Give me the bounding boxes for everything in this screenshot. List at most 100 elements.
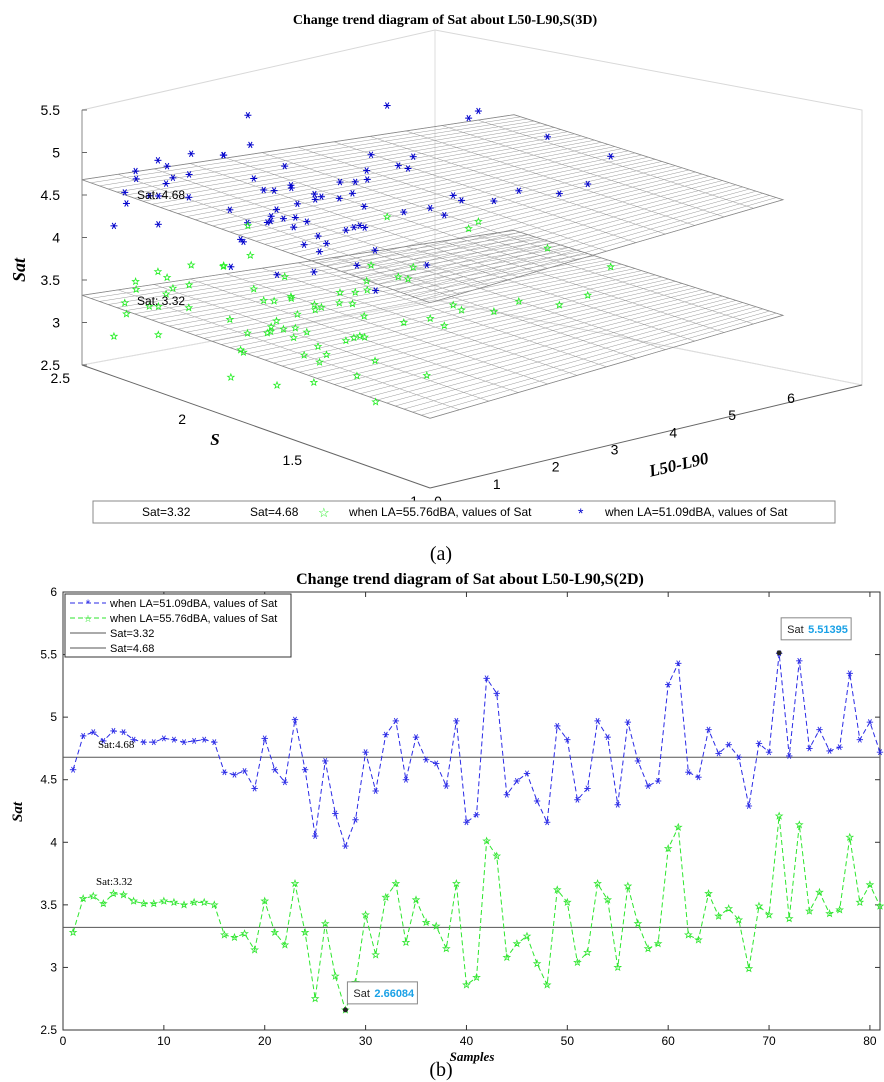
x-tick-label: 20 [258,1034,272,1048]
data-point-green [78,894,88,903]
data-point-blue [231,771,238,778]
data-point-blue [291,716,299,723]
scatter-point-green [131,277,140,286]
data-point-green [250,945,260,954]
scatter-point-blue [584,180,592,188]
data-point-blue [533,797,541,804]
y-tick-label: 6 [50,585,57,599]
data-point-green [663,843,673,853]
scatter-point-blue [426,204,434,212]
data-point-green [855,897,865,907]
scatter-point-green [120,298,130,307]
scatter-point-blue [154,221,162,228]
floor-right-edge [434,299,863,386]
data-point-blue [695,774,702,781]
datatip-marker[interactable] [342,1007,348,1013]
scatter-point-green [371,397,380,406]
scatter-point-blue [270,187,278,194]
scatter-point-green [317,302,326,311]
data-point-green [542,980,552,989]
data-point-blue [705,726,712,733]
data-point-green [220,930,229,939]
scatter-point-blue [145,192,153,200]
l50l90-tick-label: 6 [787,390,795,406]
panel-b-title: Change trend diagram of Sat about L50-L9… [296,571,644,588]
scatter-point-green [352,371,362,380]
data-point-green [633,919,643,928]
scatter-point-green [310,305,320,314]
scatter-point-green [359,311,369,320]
scatter-point-blue [227,263,235,271]
data-point-green [189,897,199,907]
data-point-green [492,851,502,860]
data-point-green [784,914,794,923]
scatter-point-blue [154,157,162,164]
data-point-green [411,895,421,904]
scatter-point-green [225,314,235,324]
scatter-point-blue [409,153,417,160]
scatter-point-blue [555,190,563,197]
data-point-green [845,832,855,841]
scatter-point-blue [342,226,350,234]
scatter-point-green [266,326,276,336]
l50l90-tick-label: 5 [728,407,736,423]
data-point-blue [432,760,440,767]
l50l90-axis-line [429,384,863,489]
data-point-blue [352,816,359,823]
datatip-marker[interactable] [776,650,782,656]
scatter-point-blue [293,200,301,208]
data-point-blue [422,756,430,763]
scatter-point-green [272,316,281,325]
data-point-green [381,892,391,902]
data-point-blue [402,776,410,783]
legend-item-blue: when LA=51.09dBA, values of Sat [604,505,788,519]
data-point-green [835,905,845,914]
scatter-point-blue [323,240,331,247]
scatter-point-green [348,299,357,308]
data-point-blue [362,749,369,756]
scatter-point-green [154,301,163,311]
z-tick-label: 4.5 [41,187,61,203]
legend-item-sat-3-32: Sat=3.32 [142,505,191,519]
data-point-green [431,921,441,930]
data-point-green [704,889,713,898]
annotation-sat-4-68: Sat: 4.68 [137,188,185,202]
data-point-blue [876,749,884,756]
x-tick-label: 80 [863,1034,877,1048]
x-tick-label: 0 [60,1034,67,1048]
scatter-point-green [474,216,483,226]
scatter-point-green [131,284,141,294]
scatter-point-blue [423,261,431,269]
data-point-green [714,911,723,920]
data-point-blue [201,736,208,743]
scatter-point-green [514,296,524,305]
data-point-blue [90,729,97,736]
panel-b-legend: * when LA=51.09dBA, values of Sat ☆ when… [64,593,292,658]
panel-b-label: (b) [429,1059,452,1081]
scatter-point-green [322,350,331,359]
legend-blue-asterisk-icon-2d: * [86,598,91,610]
scatter-point-blue [363,176,371,183]
plot-area [62,591,881,1031]
scatter-point-green [425,314,435,323]
scatter-point-green [299,350,309,359]
data-point-blue [150,739,157,746]
data-point-green [583,947,592,957]
data-point-blue [806,745,813,752]
datatip-label: Sat [787,624,804,636]
scatter-point-blue [187,150,195,158]
data-tips: Sat 5.51395 Sat 2.66084 [342,617,852,1013]
scatter-point-blue [348,190,356,197]
scatter-points-3d [109,102,616,406]
data-point-green [119,890,128,899]
data-point-green [280,940,290,949]
scatter-point-blue [185,194,193,201]
data-point-blue [120,729,127,736]
legend-green-star-icon: ☆ [318,505,330,520]
scatter-point-green [293,309,302,318]
scatter-point-blue [465,114,473,122]
data-point-green [270,927,280,937]
data-point-blue [634,757,642,764]
data-point-green [139,899,149,908]
scatter-point-blue [457,197,465,204]
